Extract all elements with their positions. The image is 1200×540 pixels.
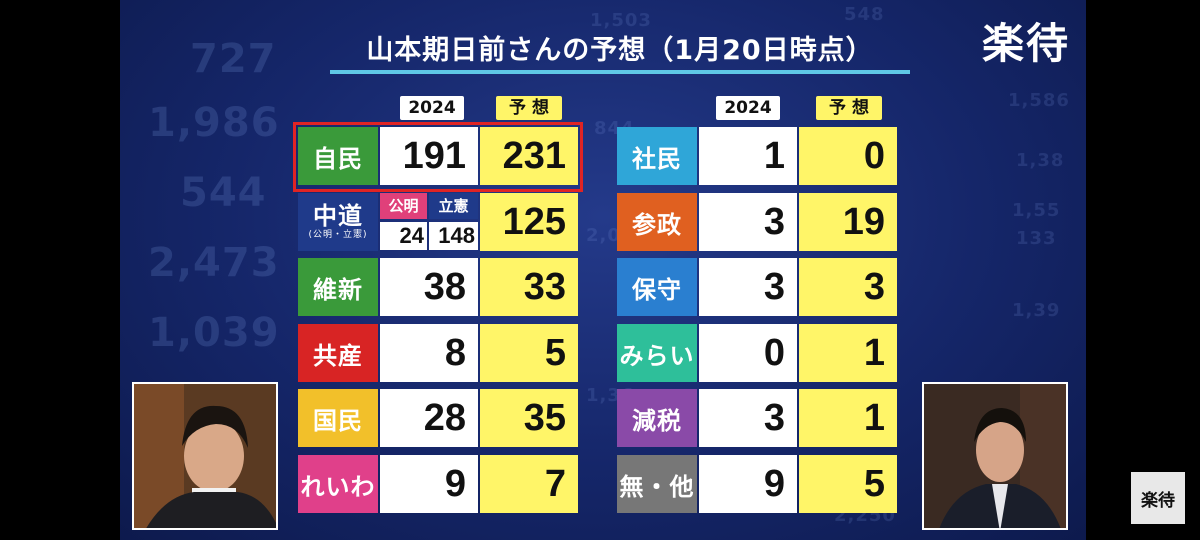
cell-2024: 38 (380, 258, 478, 316)
background-number: 544 (180, 170, 267, 216)
commentator-right-photo (922, 382, 1068, 530)
background-number: 1,039 (148, 310, 280, 356)
title-underline (330, 70, 910, 74)
person-icon (134, 384, 276, 528)
party-label-chudo: 中道 (公明・立憲) (298, 193, 378, 251)
brand-logo: 楽待 (981, 19, 1070, 68)
sub-value-rikken: 148 (429, 222, 478, 250)
cell-2024: 3 (699, 193, 797, 251)
party-label: 維新 (298, 258, 378, 316)
cell-forecast: 0 (799, 127, 897, 185)
party-label: みらい (617, 324, 697, 382)
cell-2024: 9 (380, 455, 478, 513)
background-number: 133 (1016, 228, 1057, 249)
party-name: 中道 (313, 202, 363, 230)
cell-forecast: 19 (799, 193, 897, 251)
cell-2024: 3 (699, 258, 797, 316)
background-number: 548 (844, 4, 885, 25)
party-label: 国民 (298, 389, 378, 447)
cell-2024: 28 (380, 389, 478, 447)
forecast-cell-chudo: 125 (480, 193, 578, 251)
cell-forecast: 5 (799, 455, 897, 513)
cell-2024: 191 (380, 127, 478, 185)
cell-forecast: 1 (799, 389, 897, 447)
sub-label-komei: 公明 (380, 193, 427, 219)
header-2024-right: 2024 (716, 96, 780, 120)
party-label: 参政 (617, 193, 697, 251)
cell-forecast: 33 (480, 258, 578, 316)
cell-2024: 9 (699, 455, 797, 513)
header-forecast-left: 予 想 (496, 96, 562, 120)
page-title: 山本期日前さんの予想（1月20日時点） (366, 35, 874, 66)
highlight-box (293, 122, 583, 192)
cell-forecast: 35 (480, 389, 578, 447)
cell-2024: 1 (699, 127, 797, 185)
background-number: 1,55 (1012, 200, 1061, 221)
cell-2024: 0 (699, 324, 797, 382)
commentator-left-photo (132, 382, 278, 530)
party-label: 社民 (617, 127, 697, 185)
cell-forecast: 7 (480, 455, 578, 513)
background-number: 1,39 (1012, 300, 1061, 321)
party-label: 共産 (298, 324, 378, 382)
background-number: 1,38 (1016, 150, 1065, 171)
broadcast-screen: 727 1,986 544 2,473 1,039 1,503 548 844 … (120, 0, 1086, 540)
party-label: 減税 (617, 389, 697, 447)
party-label: 保守 (617, 258, 697, 316)
background-number: 2,473 (148, 240, 280, 286)
background-number: 1,986 (148, 100, 280, 146)
party-sub-caption: (公明・立憲) (308, 230, 368, 240)
party-label: 自民 (298, 127, 378, 185)
cell-forecast: 3 (799, 258, 897, 316)
person-icon (924, 384, 1066, 528)
cell-forecast: 231 (480, 127, 578, 185)
header-forecast-right: 予 想 (816, 96, 882, 120)
sub-label-rikken: 立憲 (429, 193, 478, 219)
party-label: れいわ (298, 455, 378, 513)
cell-forecast: 5 (480, 324, 578, 382)
background-number: 1,503 (590, 10, 652, 31)
background-number: 1,586 (1008, 90, 1070, 111)
cell-2024: 8 (380, 324, 478, 382)
sub-value-komei: 24 (380, 222, 427, 250)
cell-forecast: 1 (799, 324, 897, 382)
title-block: 山本期日前さんの予想（1月20日時点） (330, 28, 910, 76)
header-2024-left: 2024 (400, 96, 464, 120)
corner-logo: 楽待 (1131, 472, 1185, 524)
background-number: 727 (190, 36, 277, 82)
party-label: 無・他 (617, 455, 697, 513)
cell-2024: 3 (699, 389, 797, 447)
